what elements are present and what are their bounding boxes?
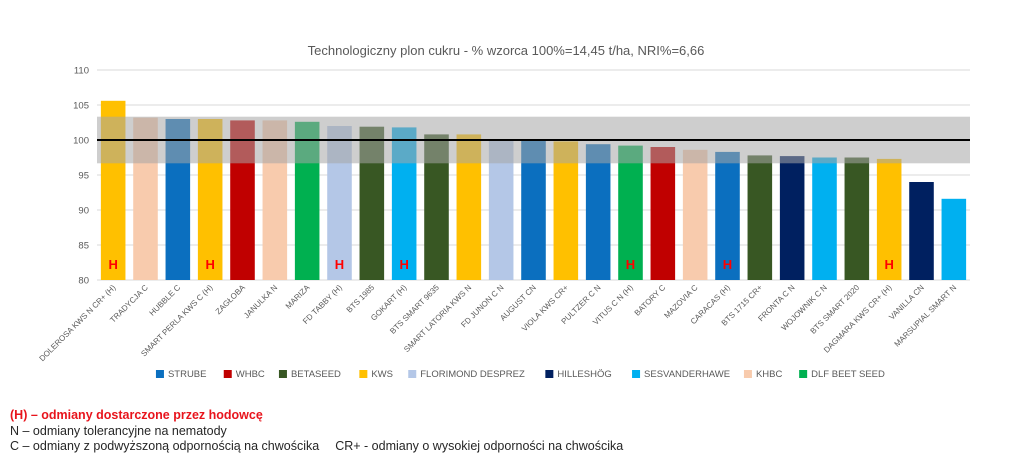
y-axis-ticks: 80 85 90 95 100 105 110 bbox=[73, 66, 89, 287]
bar bbox=[585, 144, 611, 280]
legend-label: STRUBE bbox=[168, 369, 207, 380]
legend-swatch bbox=[408, 370, 417, 378]
legend-swatch bbox=[359, 370, 368, 378]
bar bbox=[650, 147, 676, 280]
bar bbox=[779, 156, 805, 280]
note-cr-varieties: CR+ - odmiany o wysokiej odporności na c… bbox=[335, 439, 624, 453]
legend-swatch bbox=[743, 370, 752, 378]
h-marker: H bbox=[335, 257, 344, 272]
legend-label: KWS bbox=[371, 369, 393, 380]
bar bbox=[876, 158, 902, 280]
x-tick-label: DOLEROSA KWS N CR+ (H) bbox=[38, 283, 118, 363]
x-tick-label: HUBBLE C bbox=[148, 283, 183, 318]
bar bbox=[521, 140, 546, 280]
x-tick-label: MARIZA bbox=[284, 283, 312, 311]
legend-label: HILLESHÖG bbox=[557, 369, 611, 380]
note-n-varieties: N – odmiany tolerancyjne na nematody bbox=[10, 423, 227, 438]
h-marker: H bbox=[884, 257, 893, 272]
h-marker: H bbox=[108, 257, 117, 272]
legend-label: BETASEED bbox=[291, 369, 341, 380]
note-c-varieties: C – odmiany z podwyższoną odpornością na… bbox=[10, 439, 320, 453]
legend-swatch bbox=[223, 370, 232, 378]
chart-title: Technologiczny plon cukru - % wzorca 100… bbox=[308, 43, 705, 58]
x-tick-label: BATORY C bbox=[633, 283, 668, 318]
y-tick-label: 95 bbox=[78, 171, 89, 182]
chart: Technologiczny plon cukru - % wzorca 100… bbox=[38, 43, 970, 380]
h-marker: H bbox=[723, 257, 732, 272]
h-marker: H bbox=[626, 257, 635, 272]
y-tick-label: 110 bbox=[74, 66, 89, 77]
bar bbox=[553, 141, 579, 280]
legend-swatch bbox=[799, 370, 808, 378]
legend-swatch bbox=[155, 370, 164, 378]
x-tick-label: DAGMARA KWS CR+ (H) bbox=[822, 283, 894, 355]
legend-swatch bbox=[278, 370, 287, 378]
x-tick-label: MARSUPIAL SMART N bbox=[893, 283, 959, 349]
y-tick-label: 90 bbox=[78, 206, 89, 217]
legend-label: SESVANDERHAWE bbox=[644, 369, 730, 380]
h-marker: H bbox=[205, 257, 214, 272]
legend-swatch bbox=[632, 370, 641, 378]
footnotes: (H) – odmiany dostarczone przez hodowcę … bbox=[10, 408, 623, 455]
y-tick-label: 105 bbox=[73, 101, 89, 112]
bar bbox=[941, 198, 967, 280]
bar bbox=[618, 145, 643, 280]
legend-label: DLF BEET SEED bbox=[811, 369, 885, 380]
legend-label: FLORIMOND DESPREZ bbox=[420, 369, 525, 380]
bar bbox=[682, 149, 708, 280]
legend-label: WHBC bbox=[236, 369, 265, 380]
x-tick-label: JANULKA N bbox=[242, 283, 279, 320]
bar bbox=[844, 157, 870, 280]
note-h-varieties: (H) – odmiany dostarczone przez hodowcę bbox=[10, 408, 263, 422]
y-tick-label: 100 bbox=[73, 136, 89, 147]
legend-label: KHBC bbox=[756, 369, 783, 380]
h-marker: H bbox=[399, 257, 408, 272]
legend: STRUBE WHBC BETASEED KWS FLORIMOND DESPREZ HI… bbox=[155, 369, 885, 380]
bar bbox=[715, 151, 740, 280]
legend-swatch bbox=[545, 370, 554, 378]
y-tick-label: 80 bbox=[78, 276, 89, 287]
x-tick-label: ZAGŁOBA bbox=[214, 283, 248, 317]
y-tick-label: 85 bbox=[78, 241, 89, 252]
bar bbox=[909, 182, 934, 280]
bar bbox=[812, 157, 837, 280]
x-tick-label: BTS 1985 bbox=[345, 283, 377, 315]
bar bbox=[747, 155, 773, 280]
